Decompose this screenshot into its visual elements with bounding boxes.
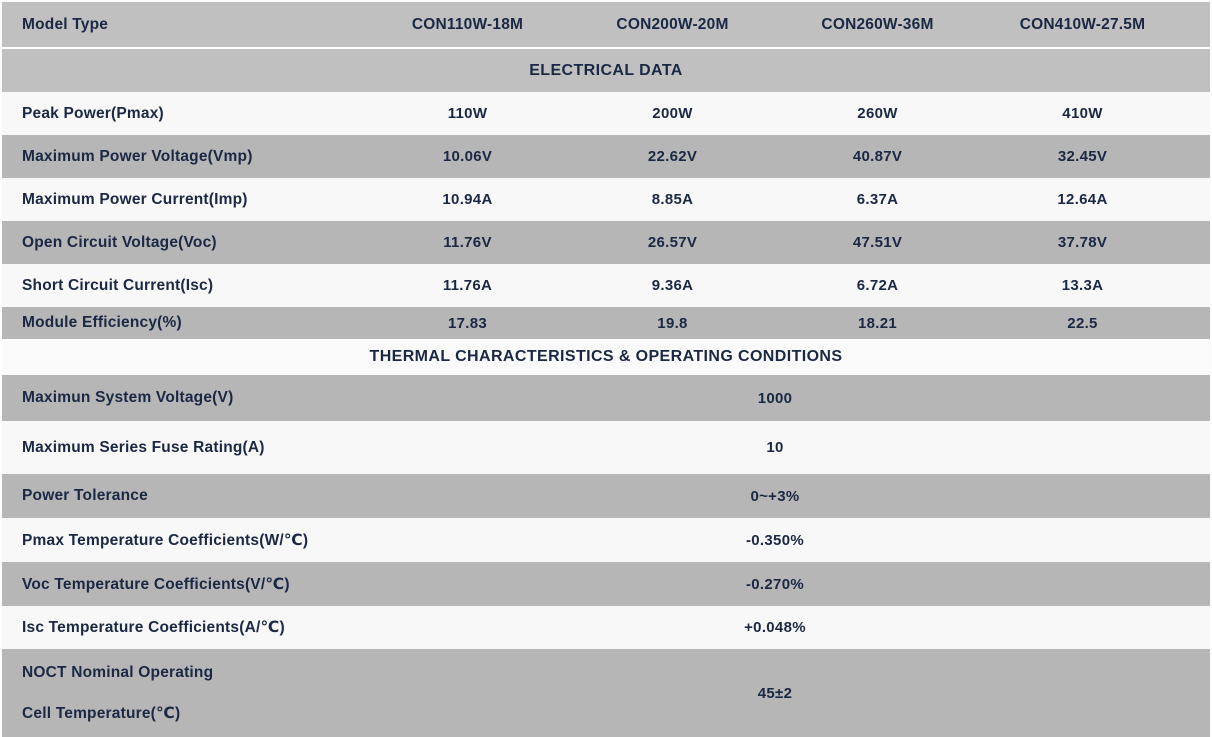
spec-value: 9.36A xyxy=(651,277,694,294)
spec-value: 11.76A xyxy=(442,277,493,294)
spec-value: 26.57V xyxy=(647,234,698,251)
spec-value: 18.21 xyxy=(857,314,898,332)
spec-value: -0.270% xyxy=(746,575,804,593)
spec-value: 10.94A xyxy=(442,191,493,208)
spec-value: 11.76V xyxy=(443,234,492,251)
table-header-row: Model Type CON110W-18M CON200W-20M CON26… xyxy=(2,2,1210,47)
spec-row-label: Maximum Power Current(Imp) xyxy=(22,190,248,208)
spec-row-label: Maximum Power Voltage(Vmp) xyxy=(22,147,253,165)
spec-value: 12.64A xyxy=(1057,191,1108,208)
table-row-peak-power: Peak Power(Pmax) 110W 200W 260W 410W xyxy=(2,92,1210,135)
table-row-series-fuse-rating: Maximum Series Fuse Rating(A) 10 xyxy=(2,421,1210,474)
table-row-power-tolerance: Power Tolerance 0~+3% xyxy=(2,474,1210,518)
spec-value: 10.06V xyxy=(442,148,493,165)
table-row-voc-temp-coefficient: Voc Temperature Coefficients(V/℃) -0.270… xyxy=(2,562,1210,606)
column-header-con110w: CON110W-18M xyxy=(411,15,524,33)
spec-row-label: Isc Temperature Coefficients(A/℃) xyxy=(22,619,285,636)
spec-value: 8.85A xyxy=(651,191,694,208)
section-title-electrical-data: ELECTRICAL DATA xyxy=(529,61,683,79)
model-type-label: Model Type xyxy=(22,15,109,33)
spec-value: 6.37A xyxy=(856,191,899,208)
spec-value: 22.5 xyxy=(1067,314,1098,332)
spec-value: 22.62V xyxy=(647,148,698,165)
spec-row-label: Maximun System Voltage(V) xyxy=(22,389,234,406)
column-header-con260w: CON260W-36M xyxy=(821,15,934,33)
spec-row-label: Short Circuit Current(Isc) xyxy=(22,276,214,294)
spec-value: 10 xyxy=(766,439,784,456)
table-row-max-system-voltage: Maximun System Voltage(V) 1000 xyxy=(2,375,1210,421)
spec-value: 13.3A xyxy=(1061,277,1104,294)
spec-value: 260W xyxy=(857,105,898,122)
noct-label-line1: NOCT Nominal Operating xyxy=(22,664,214,681)
spec-value: 19.8 xyxy=(657,314,688,332)
spec-value: 45±2 xyxy=(757,684,793,702)
spec-row-label: Peak Power(Pmax) xyxy=(22,104,164,122)
section-header-electrical: ELECTRICAL DATA xyxy=(2,49,1210,92)
spec-value: 17.83 xyxy=(447,314,488,332)
spec-value: 6.72A xyxy=(856,277,899,294)
column-header-con410w: CON410W-27.5M xyxy=(1019,15,1146,33)
spec-value: 37.78V xyxy=(1057,234,1108,251)
spec-value: 110W xyxy=(447,105,488,122)
spec-row-label: Module Efficiency(%) xyxy=(22,314,182,331)
spec-value: 47.51V xyxy=(852,234,903,251)
spec-row-label: Pmax Temperature Coefficients(W/℃) xyxy=(22,531,309,549)
table-row-max-power-voltage: Maximum Power Voltage(Vmp) 10.06V 22.62V… xyxy=(2,135,1210,178)
spec-value: 0~+3% xyxy=(750,487,800,505)
spec-value: 410W xyxy=(1062,105,1103,122)
section-title-thermal-characteristics: THERMAL CHARACTERISTICS & OPERATING COND… xyxy=(369,348,843,365)
table-row-noct: NOCT Nominal Operating Cell Temperature(… xyxy=(2,649,1210,737)
table-row-isc-temp-coefficient: Isc Temperature Coefficients(A/℃) +0.048… xyxy=(2,606,1210,649)
table-row-module-efficiency: Module Efficiency(%) 17.83 19.8 18.21 22… xyxy=(2,307,1210,339)
spec-value: 40.87V xyxy=(852,148,903,165)
table-row-open-circuit-voltage: Open Circuit Voltage(Voc) 11.76V 26.57V … xyxy=(2,221,1210,264)
spec-row-label: Power Tolerance xyxy=(22,487,148,504)
spec-value: +0.048% xyxy=(744,619,806,636)
spec-row-label: Maximum Series Fuse Rating(A) xyxy=(22,438,265,456)
spec-row-label: NOCT Nominal Operating Cell Temperature(… xyxy=(2,652,365,734)
spec-value: -0.350% xyxy=(746,531,804,549)
table-row-short-circuit-current: Short Circuit Current(Isc) 11.76A 9.36A … xyxy=(2,264,1210,307)
table-row-pmax-temp-coefficient: Pmax Temperature Coefficients(W/℃) -0.35… xyxy=(2,518,1210,562)
column-header-con200w: CON200W-20M xyxy=(616,15,729,33)
spec-row-label: Open Circuit Voltage(Voc) xyxy=(22,233,217,251)
table-row-max-power-current: Maximum Power Current(Imp) 10.94A 8.85A … xyxy=(2,178,1210,221)
spec-value: 1000 xyxy=(757,389,793,407)
spec-row-label: Voc Temperature Coefficients(V/℃) xyxy=(22,575,290,593)
section-header-thermal: THERMAL CHARACTERISTICS & OPERATING COND… xyxy=(2,339,1210,375)
noct-label-line2: Cell Temperature(℃) xyxy=(22,705,181,722)
spec-value: 200W xyxy=(652,105,693,122)
spec-value: 32.45V xyxy=(1057,148,1108,165)
